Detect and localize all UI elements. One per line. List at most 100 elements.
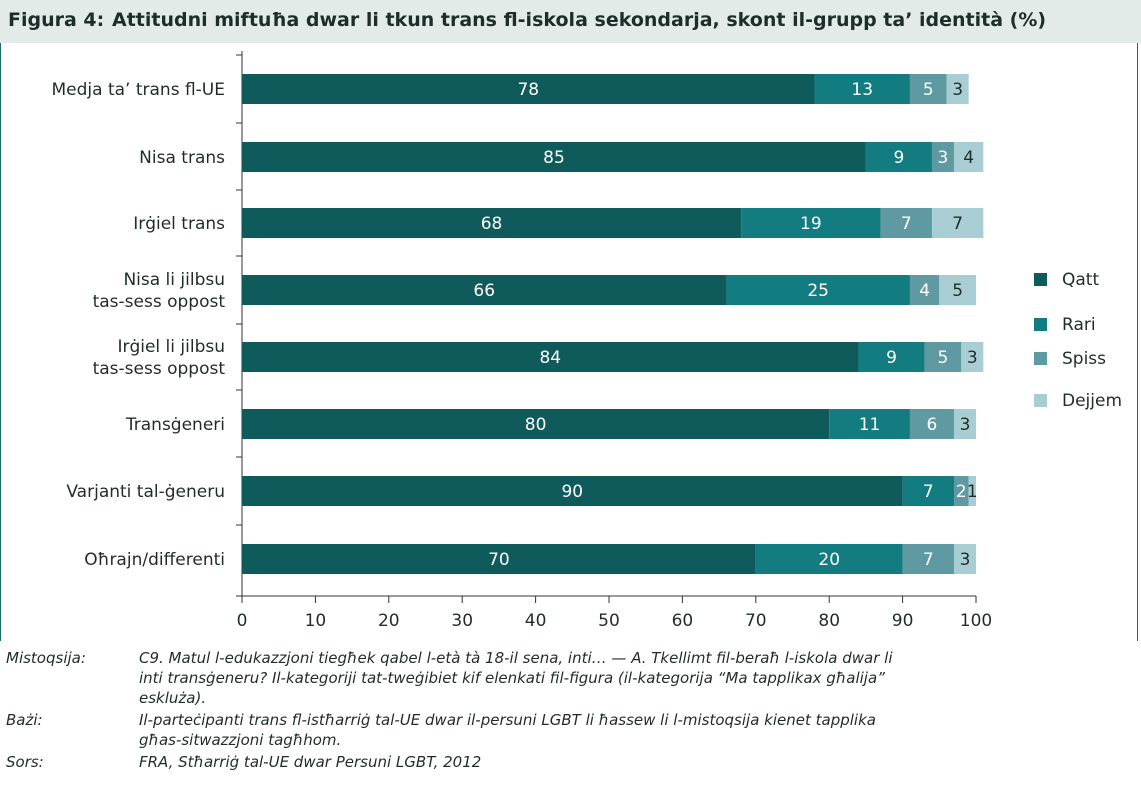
bar-segment-rari [814, 74, 910, 104]
bar-segment-dejjem [968, 476, 976, 506]
bar-segment-dejjem [961, 342, 984, 372]
x-tick-label: 30 [451, 611, 473, 631]
bar-segment-qatt [242, 74, 815, 104]
data-label: 66 [473, 281, 495, 301]
bar-segment-spiss [909, 409, 954, 439]
chart-frame: 0 10 20 30 40 50 60 70 80 90 100 Medja ta’ trans fl… [0, 43, 1138, 641]
legend-swatch [1034, 318, 1047, 331]
data-label: 6 [927, 415, 938, 435]
bar-segment-spiss [924, 342, 962, 372]
legend-swatch [1034, 352, 1047, 365]
note-key: Bażi: [6, 711, 43, 729]
x-tick-label: 20 [378, 611, 400, 631]
note-text: FRA, Stħarriġ tal-UE dwar Persuni LGBT, … [139, 753, 482, 771]
note-text: Il-parteċipanti trans fl-istħarriġ tal-U… [139, 711, 876, 749]
note-key: Sors: [6, 753, 44, 771]
x-tick-label: 0 [237, 611, 248, 631]
data-label: 9 [886, 348, 897, 368]
category-label: tas-sess oppost [93, 359, 226, 379]
bar-segment-qatt [242, 409, 830, 439]
bar-segment-rari [858, 342, 925, 372]
data-label: 20 [818, 550, 840, 570]
note-text: C9. Matul l-edukazzjoni tiegħek qabel l-… [139, 649, 893, 707]
stacked-bar-chart: 0 10 20 30 40 50 60 70 80 90 100 Medja ta’ trans fl… [52, 51, 1122, 631]
note-source: Sors: FRA, Stħarriġ tal-UE dwar Persuni … [6, 752, 1136, 772]
x-tick-label: 10 [305, 611, 327, 631]
bar-segment-qatt [242, 342, 859, 372]
data-label: 2 [956, 482, 967, 502]
category-label: Oħrajn/differenti [84, 550, 225, 570]
data-label: 85 [543, 148, 565, 168]
bar-segment-dejjem [953, 409, 976, 439]
note-base: Bażi: Il-parteċipanti trans fl-istħarriġ… [6, 710, 1136, 750]
bar-segment-spiss [953, 476, 969, 506]
data-label: 84 [539, 348, 561, 368]
data-label: 70 [488, 550, 510, 570]
bar-segment-spiss [909, 74, 947, 104]
data-label: 4 [963, 148, 974, 168]
data-label: 9 [894, 148, 905, 168]
bar-segment-qatt [242, 142, 866, 172]
data-label: 5 [938, 348, 949, 368]
data-label: 68 [481, 214, 503, 234]
x-tick-label: 60 [672, 611, 694, 631]
bar-segment-rari [865, 142, 932, 172]
category-label: Varjanti tal-ġeneru [66, 482, 225, 502]
bar-segment-spiss [880, 208, 932, 238]
bar-segment-qatt [242, 544, 756, 574]
data-label: 4 [919, 281, 930, 301]
x-tick-label: 80 [818, 611, 840, 631]
data-label: 5 [923, 80, 934, 100]
legend-swatch [1034, 273, 1047, 286]
category-label: Nisa li jilbsu [123, 270, 225, 290]
data-label: 5 [952, 281, 963, 301]
data-label: 3 [967, 348, 978, 368]
bar-segment-dejjem [953, 544, 976, 574]
bar-segment-spiss [931, 142, 954, 172]
bar-segment-dejjem [953, 142, 984, 172]
data-label: 3 [960, 550, 971, 570]
legend-label: Dejjem [1062, 391, 1122, 411]
bar-segment-rari [755, 544, 903, 574]
data-label: 1 [967, 482, 978, 502]
bar-segment-rari [741, 208, 881, 238]
bar-segment-spiss [909, 275, 940, 305]
category-label: tas-sess oppost [93, 292, 226, 312]
category-label: Irġiel li jilbsu [117, 337, 225, 357]
x-tick-label: 90 [892, 611, 914, 631]
bar-segment-spiss [902, 544, 954, 574]
data-label: 80 [525, 415, 547, 435]
bar-segment-qatt [242, 275, 727, 305]
bar-segment-qatt [242, 208, 742, 238]
data-label: 11 [859, 415, 881, 435]
bar-segment-dejjem [939, 275, 976, 305]
data-label: 7 [901, 214, 912, 234]
data-label: 25 [807, 281, 829, 301]
bar-segment-rari [726, 275, 910, 305]
data-label: 7 [923, 550, 934, 570]
x-tick-label: 40 [525, 611, 547, 631]
data-label: 13 [851, 80, 873, 100]
legend-label: Rari [1062, 315, 1096, 335]
figure-title-band: Figura 4: Attitudni miftuħa dwar li tkun… [0, 0, 1141, 43]
category-label: Nisa trans [139, 148, 225, 168]
category-label: Medja ta’ trans fl-UE [52, 80, 226, 100]
figure-title: Attitudni miftuħa dwar li tkun trans fl-… [112, 9, 1047, 31]
bar-segment-dejjem [946, 74, 969, 104]
data-label: 78 [517, 80, 539, 100]
note-key: Mistoqsija: [6, 649, 86, 667]
bar-segment-rari [829, 409, 910, 439]
legend-label: Spiss [1062, 349, 1106, 369]
figure-notes: Mistoqsija: C9. Matul l-edukazzjoni tieg… [6, 648, 1136, 774]
figure-label: Figura 4: [8, 9, 105, 31]
category-label: Irġiel trans [133, 214, 225, 234]
data-label: 3 [938, 148, 949, 168]
x-tick-label: 70 [745, 611, 767, 631]
legend-swatch [1034, 394, 1047, 407]
legend-label: Qatt [1062, 270, 1099, 290]
bar-segment-rari [902, 476, 954, 506]
x-tick-label: 100 [960, 611, 992, 631]
data-label: 7 [952, 214, 963, 234]
data-label: 3 [952, 80, 963, 100]
bar-segment-qatt [242, 476, 903, 506]
